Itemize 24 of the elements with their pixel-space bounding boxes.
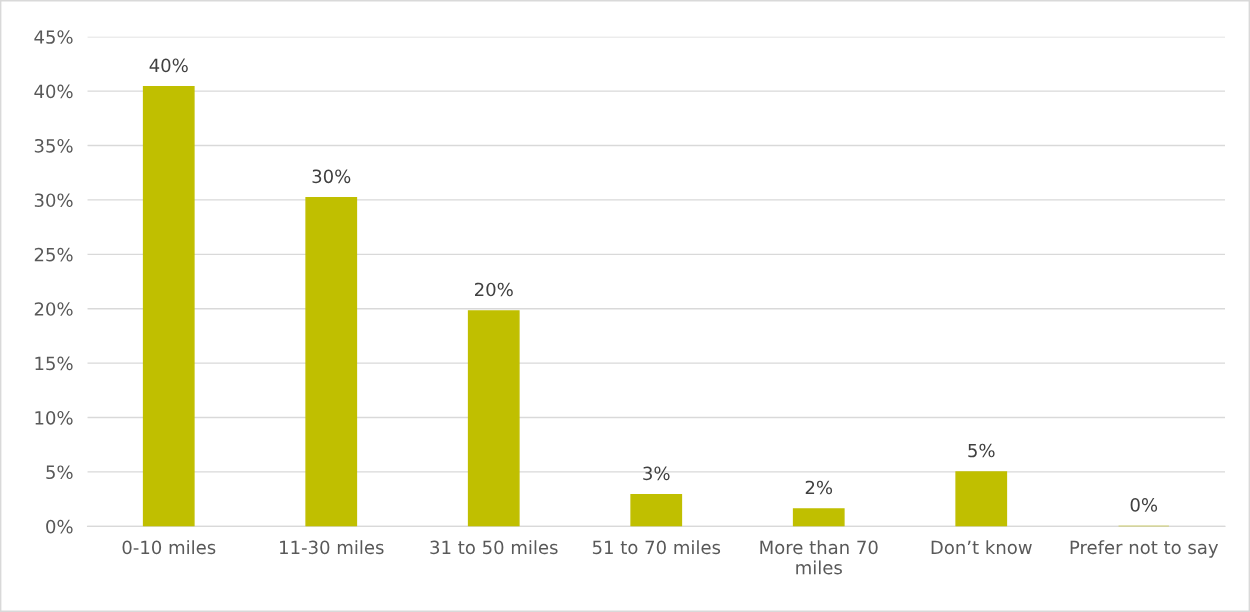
data-label: 20% [475, 282, 513, 297]
x-tick-label: More than 70 miles [760, 540, 878, 575]
y-tick-label: 40% [34, 84, 73, 99]
y-tick-label: 20% [34, 302, 73, 316]
y-tick-label: 45% [34, 30, 73, 44]
y-tick-label: 15% [35, 356, 73, 371]
data-label: 3% [643, 466, 670, 481]
y-tick-label: 35% [34, 138, 73, 153]
x-tick-label: 0-10 miles [122, 540, 216, 555]
x-tick-label: 31 to 50 miles [430, 540, 558, 555]
data-label: 0% [1130, 498, 1158, 512]
data-label: 5% [968, 443, 995, 458]
x-tick-label: Prefer not to say [1070, 540, 1219, 558]
data-label: 2% [805, 480, 833, 495]
data-label: 40% [149, 58, 188, 73]
x-tick-label: 11-30 miles [280, 540, 384, 555]
y-tick-label: 5% [46, 465, 73, 480]
y-tick-label: 0% [46, 519, 73, 534]
y-tick-label: 30% [34, 193, 73, 208]
data-label: 30% [312, 169, 351, 184]
y-tick-label: 10% [35, 410, 73, 425]
y-tick-label: 25% [34, 247, 73, 262]
x-tick-label: 51 to 70 miles [592, 540, 721, 555]
x-tick-label: Don’t know [931, 540, 1032, 555]
